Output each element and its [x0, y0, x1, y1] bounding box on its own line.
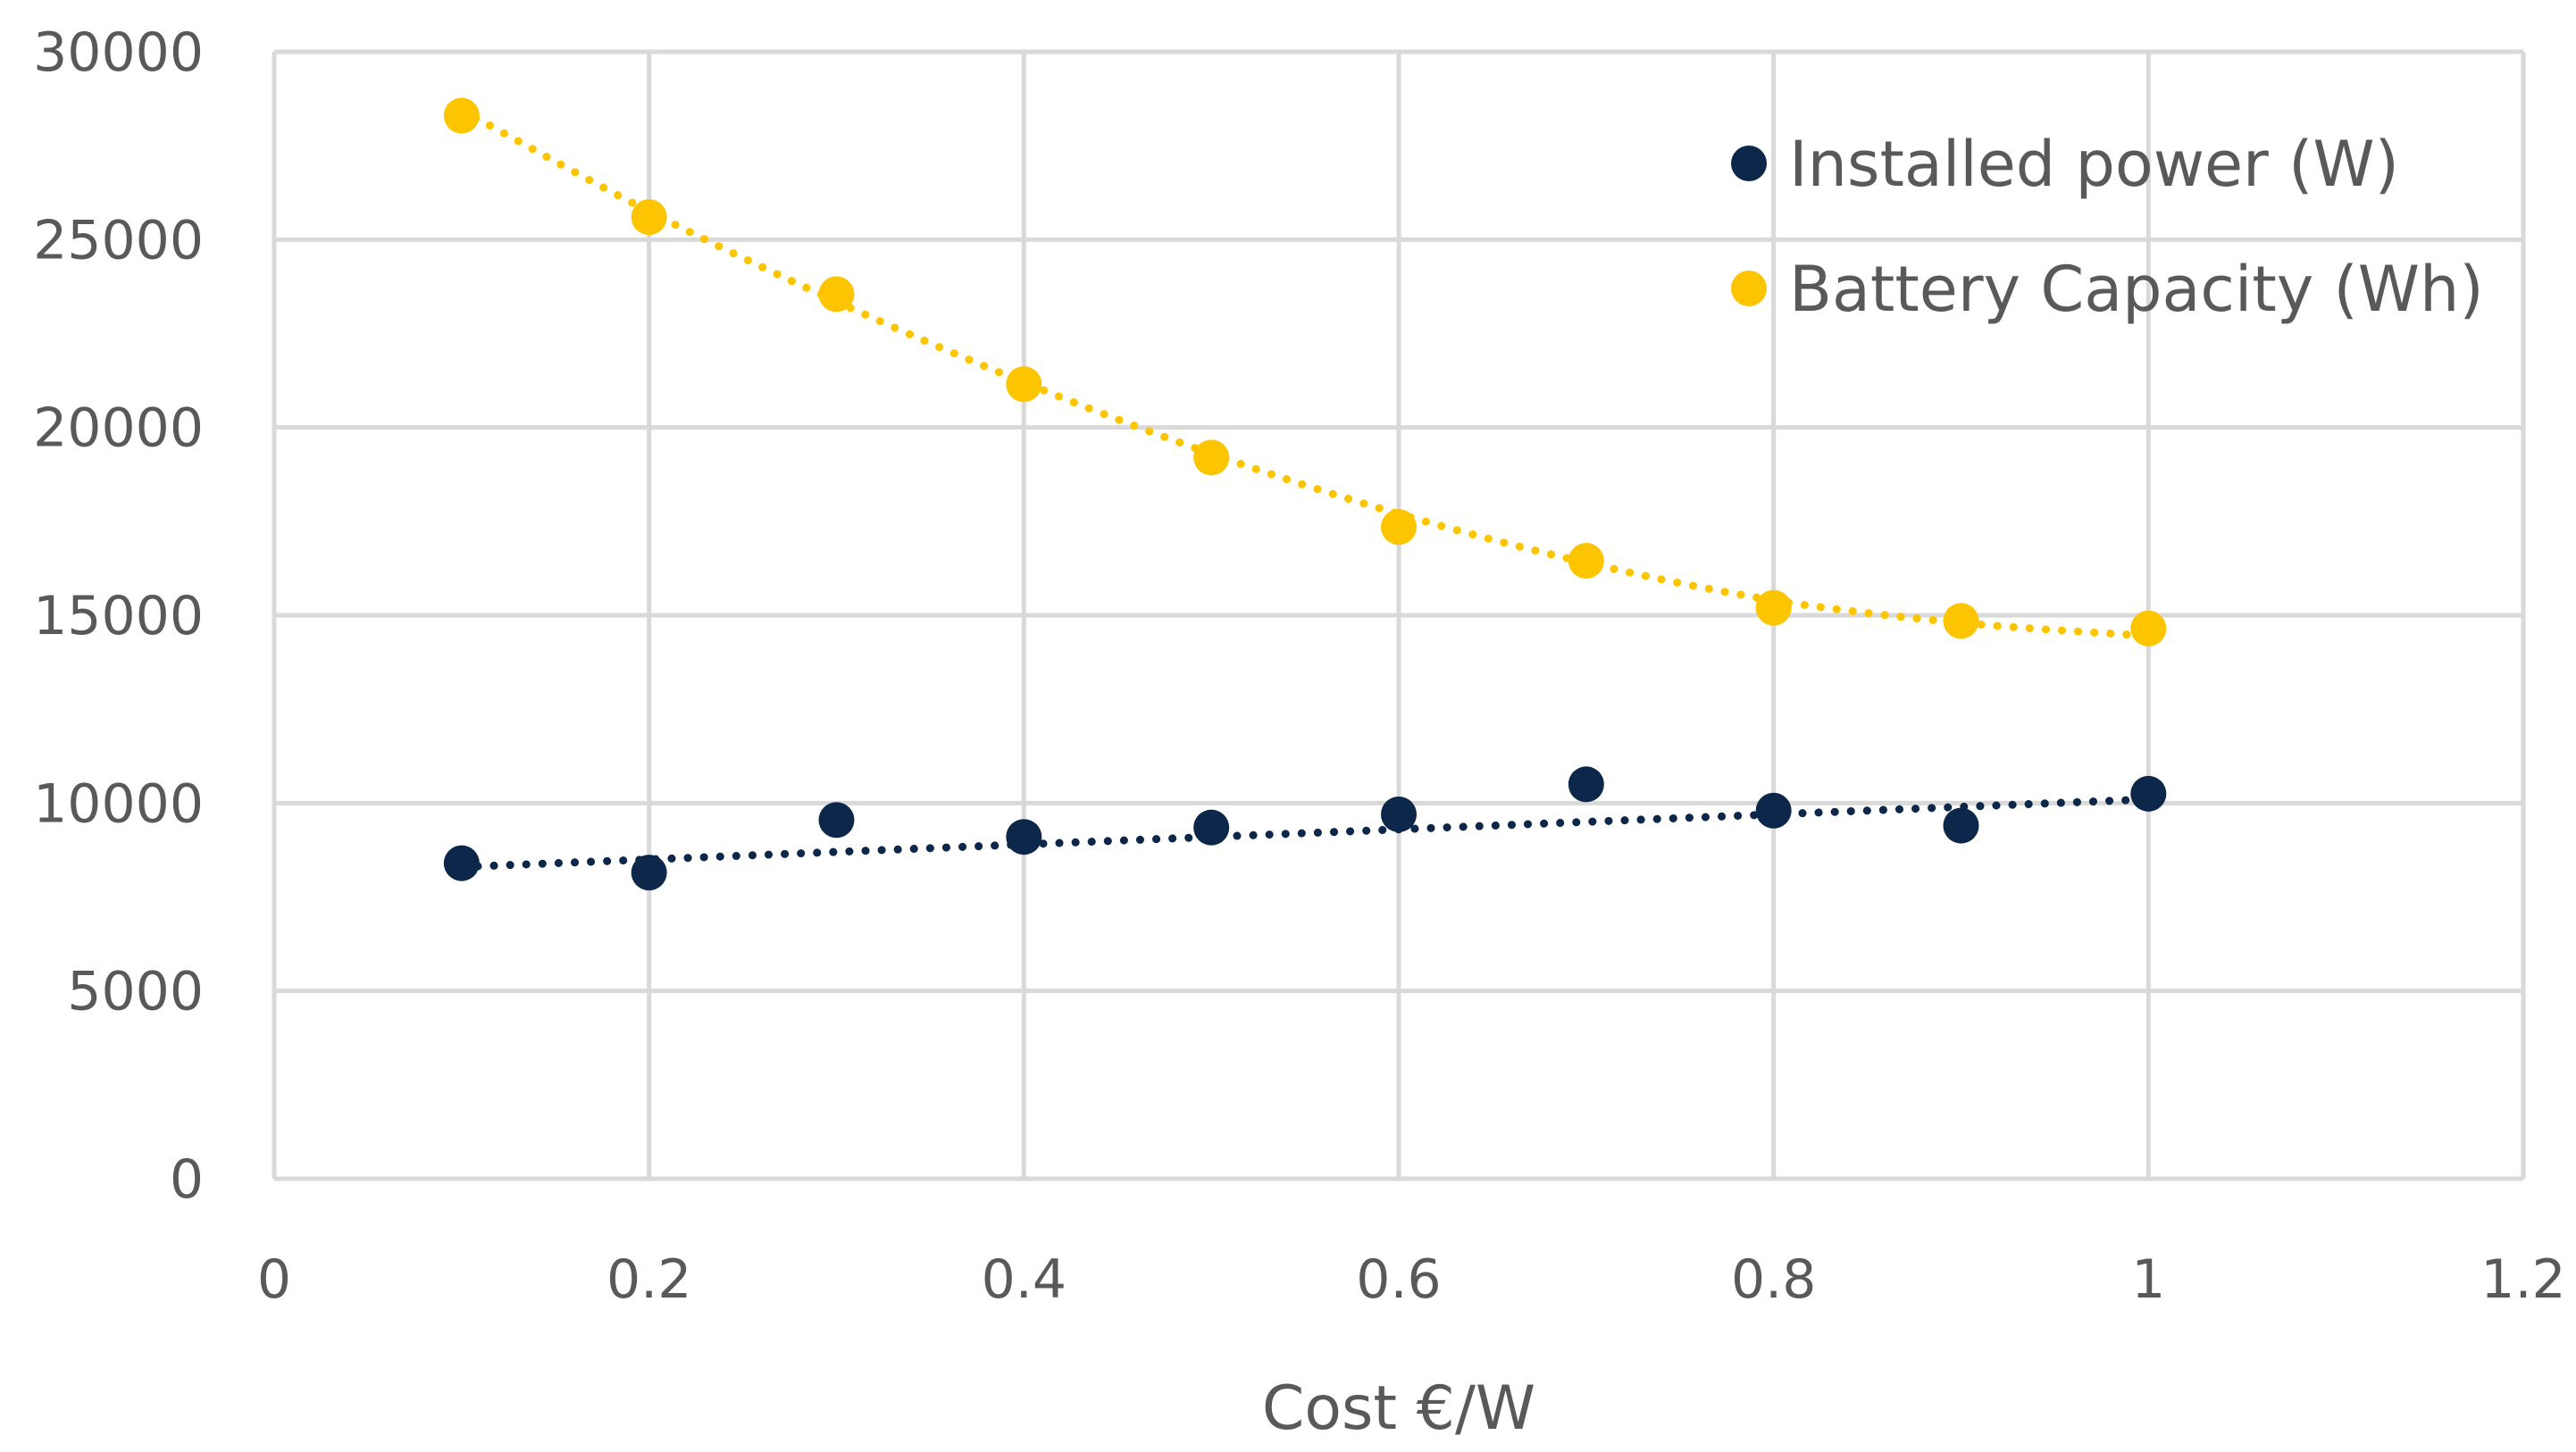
y-tick-label: 30000 — [33, 21, 204, 84]
x-tick-label: 0.2 — [606, 1248, 691, 1311]
battery-capacity-wh-point — [1006, 366, 1042, 403]
data-points — [443, 97, 2167, 891]
battery-capacity-wh-point — [2130, 610, 2167, 647]
installed-power-w-point — [1943, 807, 1979, 844]
installed-power-w-point — [1755, 792, 1792, 829]
y-tick-label: 10000 — [33, 772, 204, 835]
y-tick-label: 15000 — [33, 585, 204, 647]
grid — [272, 49, 2526, 1181]
legend-label-installed-power-w: Installed power (W) — [1789, 128, 2399, 201]
y-tick-label: 0 — [170, 1148, 204, 1211]
y-tick-label: 5000 — [67, 961, 204, 1023]
installed-power-w-point — [1193, 809, 1230, 846]
x-tick-label: 0.6 — [1356, 1248, 1441, 1311]
installed-power-w-point — [2130, 775, 2167, 812]
x-axis-title: Cost €/W — [1262, 1373, 1535, 1444]
legend: Installed power (W) Battery Capacity (Wh) — [1731, 128, 2484, 326]
x-tick-label: 1.2 — [2480, 1248, 2565, 1311]
x-tick-label: 0 — [257, 1248, 291, 1311]
tick-labels: 0 5000 10000 15000 20000 25000 30000 0 0.2 0.4 0.6… — [33, 21, 2566, 1311]
battery-capacity-wh-point — [1381, 509, 1417, 546]
installed-power-w-point — [1381, 796, 1417, 832]
battery-capacity-wh-point — [1568, 543, 1604, 580]
legend-marker-battery-capacity-wh — [1731, 271, 1767, 306]
battery-capacity-wh-trendline — [457, 105, 2153, 640]
x-tick-label: 0.8 — [1731, 1248, 1816, 1311]
battery-capacity-wh-point — [1755, 589, 1792, 626]
installed-power-w-point — [1006, 819, 1042, 855]
installed-power-w-point — [818, 802, 855, 839]
installed-power-w-point — [1568, 766, 1604, 803]
legend-label-battery-capacity-wh: Battery Capacity (Wh) — [1789, 253, 2484, 326]
battery-capacity-wh-point — [443, 97, 480, 134]
trendlines — [457, 105, 2153, 872]
battery-capacity-wh-point — [818, 276, 855, 313]
y-tick-label: 25000 — [33, 209, 204, 271]
installed-power-w-point — [443, 845, 480, 881]
installed-power-w-point — [631, 855, 667, 891]
installed-power-w-trendline — [457, 795, 2153, 872]
legend-marker-installed-power-w — [1731, 146, 1767, 181]
x-tick-label: 1 — [2131, 1248, 2165, 1311]
y-tick-label: 20000 — [33, 397, 204, 460]
battery-capacity-wh-point — [1943, 603, 1979, 639]
battery-capacity-wh-point — [1193, 439, 1230, 476]
x-tick-label: 0.4 — [982, 1248, 1066, 1311]
battery-capacity-wh-point — [631, 199, 667, 236]
